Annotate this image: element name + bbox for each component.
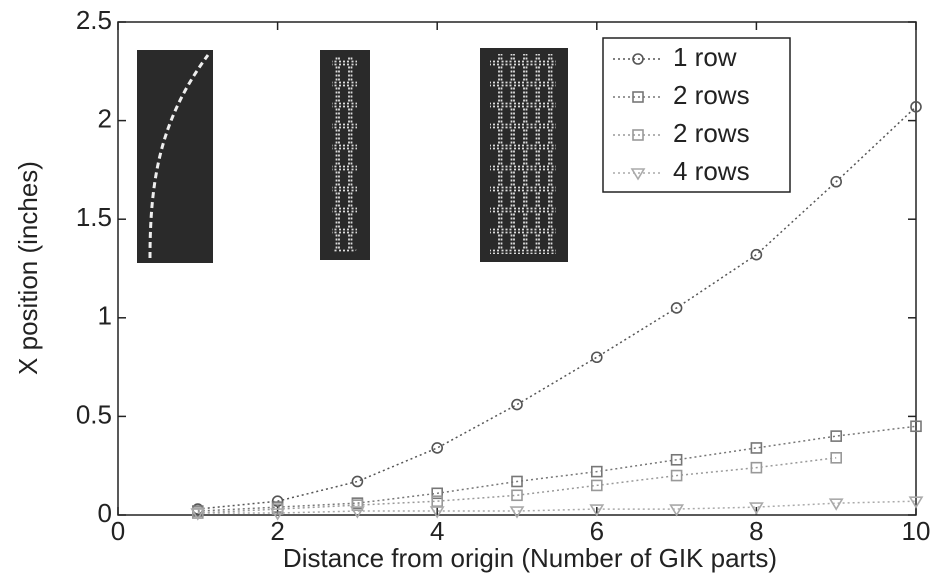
marker (270, 508, 286, 521)
marker (670, 469, 683, 482)
marker (431, 495, 444, 507)
marker (431, 487, 444, 500)
marker (830, 175, 843, 188)
y-tick-label: 1.5 (76, 202, 112, 232)
marker (750, 461, 763, 474)
series-line (197, 457, 837, 514)
y-tick-label: 0 (98, 498, 112, 528)
marker (589, 504, 605, 517)
marker (908, 496, 924, 509)
marker (351, 475, 364, 488)
plot-frame (117, 21, 917, 516)
marker (511, 489, 523, 502)
x-tick-label: 4 (430, 516, 444, 546)
legend-box (602, 37, 791, 193)
marker (632, 129, 644, 141)
legend-label: 4 rows (673, 156, 750, 186)
y-tick-label: 1 (98, 301, 112, 331)
x-axis-label: Distance from origin (Number of GIK part… (283, 543, 777, 573)
y-tick-label: 2.5 (76, 5, 112, 35)
marker (828, 498, 844, 511)
insets (137, 48, 568, 263)
inset-image (137, 50, 213, 263)
marker (271, 495, 284, 507)
marker (590, 465, 603, 478)
marker (509, 506, 525, 519)
x-tick-label: 6 (590, 516, 604, 546)
marker (910, 420, 922, 433)
marker (351, 499, 364, 511)
marker (511, 475, 523, 488)
series-line (197, 425, 917, 512)
y-tick-label: 0.5 (76, 399, 112, 429)
y-axis-label: X position (inches) (13, 161, 43, 375)
marker (590, 479, 603, 492)
marker (748, 502, 764, 515)
inset-grid (490, 54, 556, 254)
legend-label: 1 row (673, 42, 737, 72)
marker (670, 302, 683, 314)
series-line (197, 106, 917, 510)
series-line (197, 500, 917, 514)
legend-label: 2 rows (673, 80, 750, 110)
marker (750, 442, 763, 454)
marker (669, 504, 685, 517)
marker (431, 442, 444, 454)
y-tick-label: 2 (98, 103, 112, 133)
marker (630, 168, 646, 181)
marker (511, 398, 523, 411)
marker (632, 53, 644, 65)
x-tick-label: 0 (111, 516, 125, 546)
marker (750, 248, 763, 261)
marker (590, 351, 603, 364)
marker (190, 508, 206, 521)
inset-grid (332, 56, 357, 252)
x-tick-label: 8 (749, 516, 763, 546)
legend-label: 2 rows (673, 118, 750, 148)
marker (910, 100, 922, 113)
marker (349, 506, 365, 519)
marker (670, 453, 683, 466)
x-tick-label: 2 (270, 516, 284, 546)
x-tick-label: 10 (902, 516, 931, 546)
marker (830, 452, 843, 464)
marker (830, 430, 843, 442)
marker (632, 91, 644, 103)
marker (429, 506, 445, 519)
legend: 1 row 2 rows 2 rows 4 rows (602, 37, 791, 193)
